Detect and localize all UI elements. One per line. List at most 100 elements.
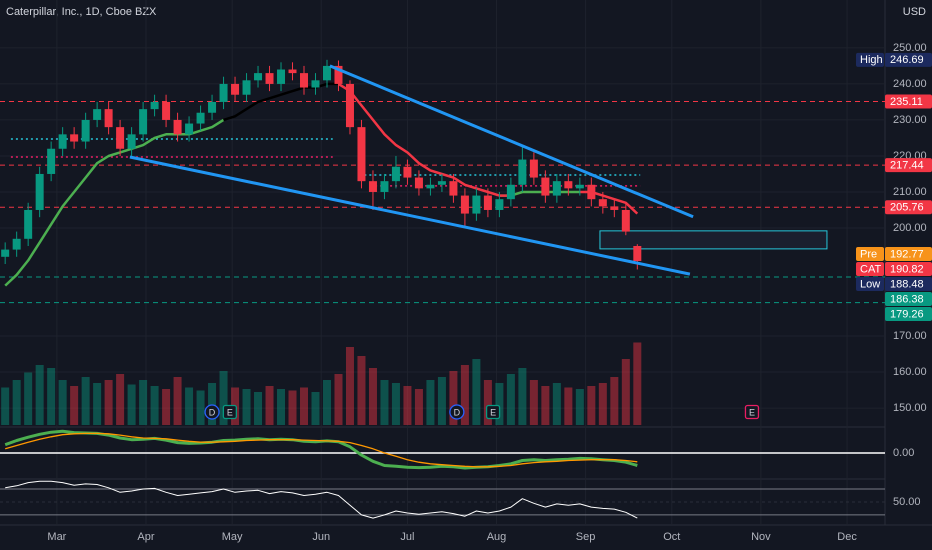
volume-bar bbox=[495, 383, 504, 425]
rsi-line bbox=[5, 480, 638, 519]
candle-body bbox=[575, 184, 584, 189]
volume-bar bbox=[403, 386, 412, 425]
volume-bar bbox=[208, 383, 217, 425]
volume-bar bbox=[58, 380, 67, 425]
price-name-box bbox=[856, 247, 884, 262]
trendline bbox=[129, 155, 691, 276]
x-tick-label: Jun bbox=[312, 531, 330, 543]
currency: USD bbox=[903, 6, 926, 18]
candle-body bbox=[288, 69, 297, 74]
candle-body bbox=[254, 73, 263, 81]
volume-bar bbox=[552, 383, 561, 425]
candle-body bbox=[104, 109, 113, 128]
price-name: CAT bbox=[860, 263, 881, 275]
x-tick-label: May bbox=[222, 531, 243, 543]
price-label: 217.44 bbox=[890, 160, 924, 172]
candle-body bbox=[185, 123, 194, 135]
candle-body bbox=[265, 73, 274, 84]
price-label: 205.76 bbox=[890, 202, 924, 214]
event-marker bbox=[744, 404, 760, 420]
candle-body bbox=[518, 159, 527, 185]
candle-body bbox=[47, 148, 56, 174]
candle-body bbox=[449, 181, 458, 196]
volume-bar bbox=[357, 356, 366, 425]
y-tick-label: 170.00 bbox=[893, 330, 927, 342]
price-label: 188.48 bbox=[890, 278, 924, 290]
price-label-box bbox=[885, 277, 932, 292]
volume-bar bbox=[541, 386, 550, 425]
candle-body bbox=[403, 166, 412, 178]
price-label: 179.26 bbox=[890, 308, 924, 320]
volume-bar bbox=[47, 368, 56, 425]
candle-body bbox=[311, 80, 320, 88]
volume-bar bbox=[139, 380, 148, 425]
price-label-box bbox=[885, 292, 932, 307]
candle-body bbox=[460, 195, 469, 214]
candle-body bbox=[322, 65, 331, 81]
volume-bar bbox=[598, 383, 607, 425]
volume-bar bbox=[437, 377, 446, 425]
price-label-box bbox=[885, 262, 932, 277]
candle-body bbox=[598, 199, 607, 207]
y-tick-label: 250.00 bbox=[893, 42, 927, 54]
candle-body bbox=[587, 184, 596, 200]
event-label: E bbox=[749, 407, 755, 417]
chart-title: Caterpillar, Inc., 1D, Cboe BZX bbox=[6, 6, 157, 18]
candle-body bbox=[231, 83, 240, 95]
price-label: 186.38 bbox=[890, 293, 924, 305]
volume-bar bbox=[587, 386, 596, 425]
candle-body bbox=[93, 109, 102, 120]
candle-body bbox=[529, 159, 538, 178]
candle-body bbox=[208, 101, 217, 113]
event-marker bbox=[222, 404, 238, 420]
candle-body bbox=[242, 80, 251, 95]
candle-body bbox=[300, 73, 309, 88]
event-label: D bbox=[454, 407, 461, 417]
candle-body bbox=[196, 112, 205, 124]
candle-body bbox=[12, 238, 21, 250]
macd-tick-label: 0.00 bbox=[893, 447, 914, 459]
volume-bar bbox=[426, 380, 435, 425]
price-label: 246.69 bbox=[890, 54, 924, 66]
volume-bar bbox=[322, 380, 331, 425]
volume-bar bbox=[460, 365, 469, 425]
candle-body bbox=[139, 109, 148, 135]
x-tick-label: Aug bbox=[487, 531, 507, 543]
volume-bar bbox=[24, 372, 33, 425]
price-name-box bbox=[856, 277, 884, 292]
event-marker bbox=[204, 404, 220, 420]
volume-bar bbox=[449, 371, 458, 425]
candle-body bbox=[162, 101, 171, 120]
candle-body bbox=[127, 134, 136, 149]
candle-body bbox=[334, 65, 343, 84]
candle-body bbox=[552, 181, 561, 196]
trendline bbox=[329, 64, 694, 219]
volume-bar bbox=[277, 389, 286, 425]
y-tick-label: 230.00 bbox=[893, 114, 927, 126]
candle-body bbox=[472, 195, 481, 214]
volume-bar bbox=[127, 384, 136, 425]
price-label: 235.11 bbox=[890, 96, 923, 108]
volume-bar bbox=[12, 380, 21, 425]
volume-bar bbox=[621, 359, 630, 425]
volume-bar bbox=[219, 371, 228, 425]
volume-bar bbox=[288, 390, 297, 425]
event-label: E bbox=[227, 407, 233, 417]
price-name: High bbox=[860, 54, 883, 66]
event-label: D bbox=[209, 407, 216, 417]
y-tick-label: 160.00 bbox=[893, 366, 927, 378]
volume-bar bbox=[1, 387, 10, 425]
volume-bar bbox=[254, 392, 263, 425]
event-label: E bbox=[490, 407, 496, 417]
candle-body bbox=[564, 181, 573, 189]
volume-bar bbox=[472, 359, 481, 425]
candle-body bbox=[116, 127, 125, 149]
candle-body bbox=[495, 199, 504, 210]
volume-bar bbox=[518, 368, 527, 425]
price-label-box bbox=[885, 158, 932, 173]
y-tick-label: 240.00 bbox=[893, 78, 927, 90]
candle-body bbox=[277, 69, 286, 84]
volume-bar bbox=[242, 389, 251, 425]
